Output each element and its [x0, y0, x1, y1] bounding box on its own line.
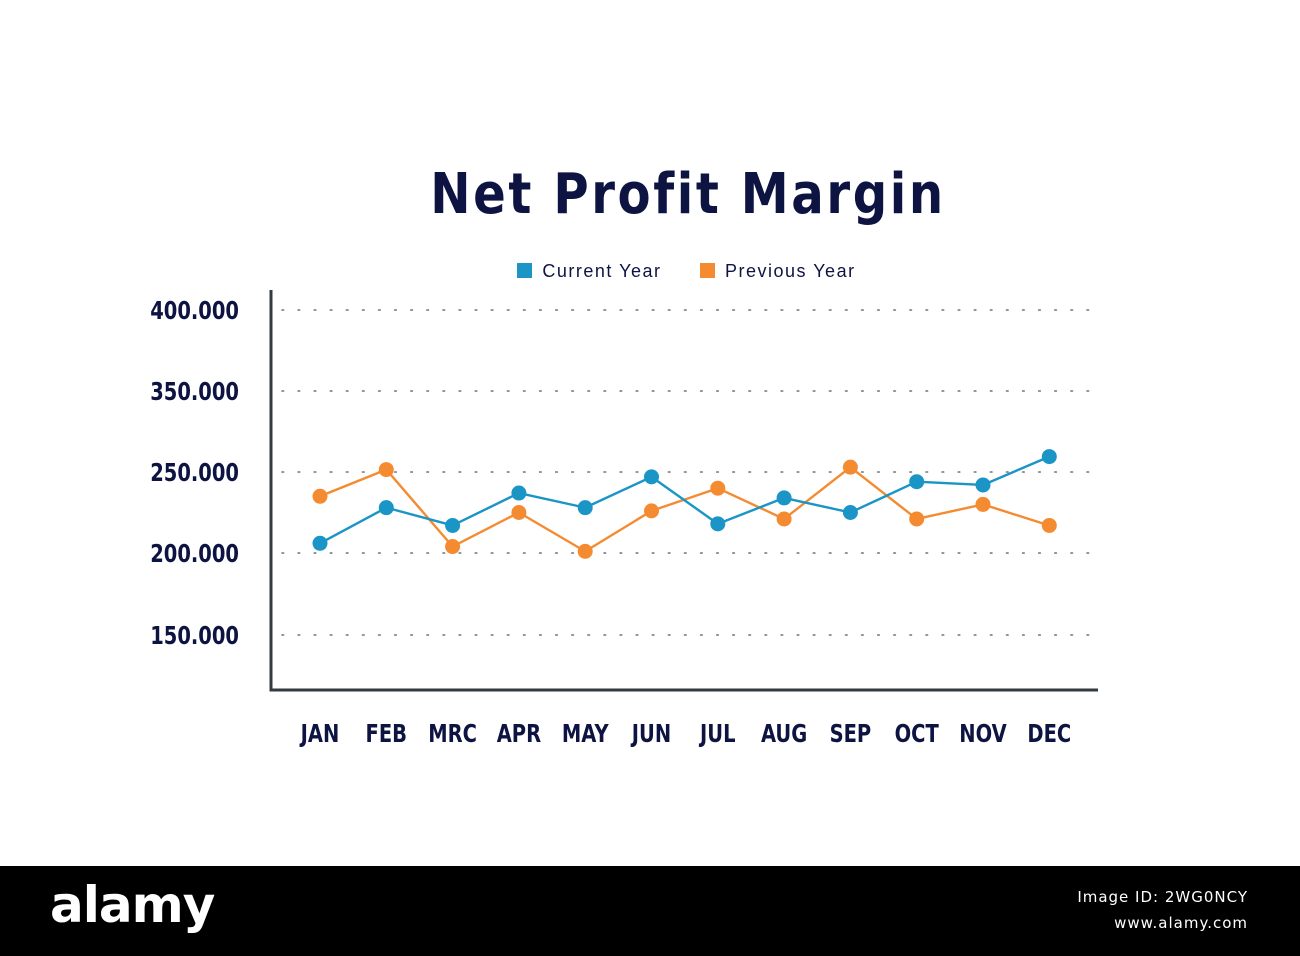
y-tick-label-2: 250.000	[150, 459, 239, 488]
legend-item-current-year: Current Year	[517, 261, 661, 282]
data-point-current-year-mrc	[445, 517, 461, 533]
data-point-previous-year-nov	[975, 496, 991, 512]
data-point-previous-year-may	[577, 543, 593, 559]
data-point-previous-year-dec	[1041, 517, 1057, 533]
site-url-text: www.alamy.com	[1114, 914, 1248, 932]
x-tick-label-apr: APR	[497, 720, 541, 749]
x-tick-label-jun: JUN	[630, 720, 671, 749]
x-tick-label-sep: SEP	[830, 720, 872, 749]
x-tick-label-aug: AUG	[761, 720, 807, 749]
data-point-previous-year-jan	[312, 488, 328, 504]
data-point-previous-year-mrc	[445, 539, 461, 555]
data-point-previous-year-oct	[909, 511, 925, 527]
legend-label-previous-year: Previous Year	[725, 260, 856, 281]
data-point-previous-year-sep	[842, 459, 858, 475]
y-tick-label-0: 400.000	[150, 297, 239, 326]
x-tick-label-may: MAY	[562, 720, 609, 749]
data-point-current-year-jun	[644, 469, 659, 485]
y-tick-label-4: 150.000	[150, 622, 239, 651]
y-tick-label-1: 350.000	[150, 378, 239, 407]
x-tick-label-oct: OCT	[895, 720, 940, 749]
data-point-current-year-nov	[975, 477, 991, 493]
legend-label-current-year: Current Year	[542, 260, 662, 281]
data-point-previous-year-feb	[378, 462, 394, 478]
x-tick-label-jan: JAN	[299, 720, 339, 749]
x-tick-label-jul: JUL	[698, 720, 735, 749]
data-point-current-year-jan	[312, 535, 328, 551]
data-point-current-year-sep	[842, 505, 858, 520]
data-point-current-year-aug	[776, 490, 792, 506]
data-point-current-year-feb	[378, 500, 394, 516]
data-point-previous-year-aug	[776, 511, 792, 527]
chart-area: Net Profit Margin Current Year Previous …	[0, 162, 1300, 749]
y-tick-label-3: 200.000	[150, 540, 239, 569]
x-tick-label-feb: FEB	[366, 720, 407, 749]
watermark-footer: alamy Image ID: 2WG0NCY www.alamy.com	[0, 866, 1300, 956]
image-id-text: Image ID: 2WG0NCY	[1077, 888, 1248, 906]
data-point-current-year-apr	[511, 485, 527, 501]
line-chart-plot: 400.000 350.000 250.000 200.000 150.000 JAN FE…	[150, 290, 1098, 749]
legend-swatch-previous-year	[700, 262, 715, 278]
data-point-current-year-dec	[1041, 449, 1057, 465]
x-tick-label-nov: NOV	[959, 720, 1007, 749]
legend-swatch-current-year	[517, 262, 533, 278]
brand-logo: alamy	[50, 876, 215, 934]
data-point-previous-year-jul	[710, 480, 726, 496]
series-line-previous-year	[319, 465, 1050, 553]
x-tick-label-mrc: MRC	[428, 720, 477, 749]
data-point-current-year-may	[577, 500, 593, 516]
series-line-current-year	[319, 455, 1050, 545]
x-tick-label-dec: DEC	[1027, 720, 1071, 749]
data-point-current-year-oct	[909, 474, 925, 490]
data-point-previous-year-jun	[644, 503, 659, 519]
chart-legend: Current Year Previous Year	[0, 260, 1300, 282]
chart-title: Net Profit Margin	[430, 162, 946, 227]
data-point-current-year-jul	[710, 516, 726, 532]
legend-item-previous-year: Previous Year	[700, 261, 856, 282]
data-point-previous-year-apr	[511, 505, 527, 520]
